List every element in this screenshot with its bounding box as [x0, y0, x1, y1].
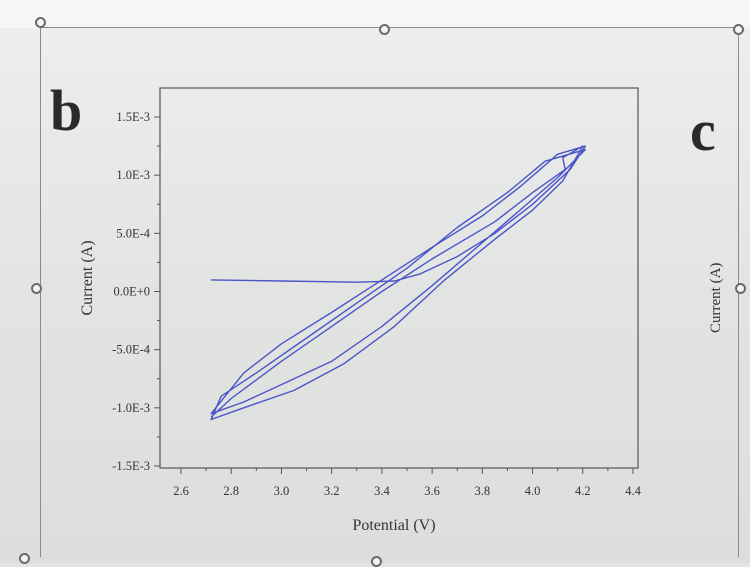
y-tick-label: 0.0E+0 [113, 285, 150, 299]
top-band [0, 0, 750, 28]
x-tick-label: 4.4 [625, 484, 641, 498]
x-tick-label: 2.8 [223, 484, 239, 498]
x-tick-label: 3.6 [424, 484, 440, 498]
x-tick-label: 3.2 [324, 484, 340, 498]
x-tick-label: 2.6 [173, 484, 189, 498]
y-tick-label: 5.0E-4 [116, 226, 150, 240]
y-tick-label: -1.0E-3 [112, 401, 150, 415]
cv-curve-0 [210, 145, 586, 421]
x-tick-label: 4.2 [575, 484, 591, 498]
y-tick-label: -5.0E-4 [112, 343, 151, 357]
panel-label-b: b [50, 78, 83, 143]
panel-label-c: c [690, 98, 716, 163]
y-tick-label: -1.5E-3 [112, 459, 150, 473]
resize-handle-top-center[interactable] [379, 24, 390, 35]
x-tick-label: 3.0 [274, 484, 290, 498]
plot-frame [159, 87, 639, 469]
x-tick-label: 3.4 [374, 484, 390, 498]
resize-handle-top-right[interactable] [733, 24, 744, 35]
selection-border-top [40, 27, 740, 28]
x-tick-label: 3.8 [475, 484, 491, 498]
y-axis-title: Current (A) [79, 240, 96, 315]
x-axis-title: Potential (V) [352, 517, 435, 534]
y-tick-label: 1.5E-3 [116, 110, 150, 124]
y-tick-label: 1.0E-3 [116, 168, 150, 182]
resize-handle-middle-right[interactable] [735, 283, 746, 294]
x-tick-label: 4.0 [525, 484, 541, 498]
resize-handle-middle-left[interactable] [31, 283, 42, 294]
resize-handle-top-left[interactable] [35, 17, 46, 28]
